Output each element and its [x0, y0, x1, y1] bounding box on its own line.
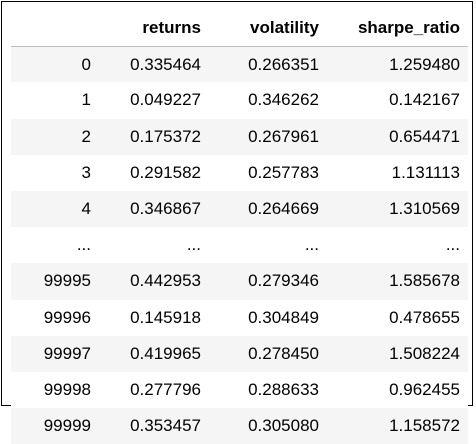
dataframe-table: returns volatility sharpe_ratio 0 0.3354…: [11, 10, 468, 444]
table-row: 1 0.049227 0.346262 0.142167: [11, 82, 468, 119]
row-index: ...: [11, 227, 99, 264]
row-index: 0: [11, 46, 99, 83]
returns-cell: 0.353457: [99, 408, 209, 444]
row-index: 4: [11, 190, 99, 228]
sharpe-ratio-cell: 0.654471: [327, 118, 468, 155]
sharpe-ratio-cell: 1.259480: [327, 46, 468, 83]
sharpe-ratio-cell: 1.310569: [327, 190, 468, 228]
volatility-cell: 0.278450: [209, 335, 327, 372]
table-row: 99998 0.277796 0.288633 0.962455: [11, 371, 468, 409]
returns-cell: 0.442953: [99, 263, 209, 300]
sharpe-ratio-cell: 1.131113: [327, 154, 468, 191]
volatility-cell: 0.264669: [209, 190, 327, 228]
row-index: 2: [11, 118, 99, 155]
column-header-volatility: volatility: [209, 10, 327, 47]
sharpe-ratio-cell: 0.962455: [327, 371, 468, 409]
column-header-returns: returns: [99, 10, 209, 47]
sharpe-ratio-cell: 1.585678: [327, 263, 468, 300]
volatility-cell: 0.304849: [209, 299, 327, 336]
row-index: 3: [11, 154, 99, 191]
ellipsis-row: ... ... ... ...: [11, 227, 468, 264]
row-index: 99999: [11, 408, 99, 444]
returns-cell: 0.419965: [99, 335, 209, 372]
volatility-cell: 0.279346: [209, 263, 327, 300]
table-row: 3 0.291582 0.257783 1.131113: [11, 154, 468, 191]
volatility-cell: 0.257783: [209, 154, 327, 191]
table-row: 4 0.346867 0.264669 1.310569: [11, 190, 468, 228]
volatility-cell: 0.266351: [209, 46, 327, 83]
header-row: returns volatility sharpe_ratio: [11, 10, 468, 47]
returns-cell: 0.049227: [99, 82, 209, 119]
volatility-cell: ...: [209, 227, 327, 264]
returns-cell: 0.291582: [99, 154, 209, 191]
row-index: 99996: [11, 299, 99, 336]
row-index: 99998: [11, 371, 99, 409]
sharpe-ratio-cell: 1.158572: [327, 408, 468, 444]
returns-cell: 0.335464: [99, 46, 209, 83]
sharpe-ratio-cell: 0.142167: [327, 82, 468, 119]
returns-cell: 0.175372: [99, 118, 209, 155]
row-index: 1: [11, 82, 99, 119]
row-index: 99997: [11, 335, 99, 372]
volatility-cell: 0.305080: [209, 408, 327, 444]
returns-cell: ...: [99, 227, 209, 264]
table-row: 99996 0.145918 0.304849 0.478655: [11, 299, 468, 336]
returns-cell: 0.346867: [99, 190, 209, 228]
index-header: [11, 10, 99, 47]
table-row: 99997 0.419965 0.278450 1.508224: [11, 335, 468, 372]
table-row: 99999 0.353457 0.305080 1.158572: [11, 408, 468, 444]
sharpe-ratio-cell: 1.508224: [327, 335, 468, 372]
sharpe-ratio-cell: 0.478655: [327, 299, 468, 336]
table-row: 2 0.175372 0.267961 0.654471: [11, 118, 468, 155]
table-row: 99995 0.442953 0.279346 1.585678: [11, 263, 468, 300]
returns-cell: 0.145918: [99, 299, 209, 336]
volatility-cell: 0.346262: [209, 82, 327, 119]
volatility-cell: 0.288633: [209, 371, 327, 409]
sharpe-ratio-cell: ...: [327, 227, 468, 264]
table-row: 0 0.335464 0.266351 1.259480: [11, 46, 468, 83]
volatility-cell: 0.267961: [209, 118, 327, 155]
returns-cell: 0.277796: [99, 371, 209, 409]
row-index: 99995: [11, 263, 99, 300]
column-header-sharpe-ratio: sharpe_ratio: [327, 10, 468, 47]
